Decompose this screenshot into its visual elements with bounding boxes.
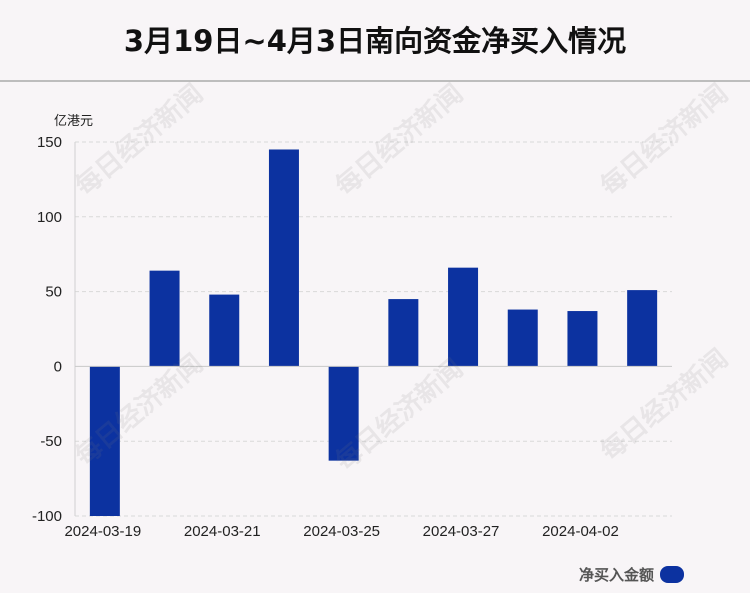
x-tick-label: 2024-03-21 [184,523,261,540]
bar [507,309,538,367]
y-tick-label: 100 [37,209,62,226]
y-tick-label: 150 [37,134,62,151]
chart-title: 3月19日~4月3日南向资金净买入情况 [123,24,627,58]
bar [627,290,658,367]
bar [209,294,240,367]
x-tick-label: 2024-03-19 [64,523,141,540]
y-tick-label: 50 [45,284,62,301]
x-tick-label: 2024-03-27 [423,523,500,540]
y-tick-label: -50 [40,433,62,450]
y-tick-label: 0 [54,358,62,375]
bar [328,366,359,461]
legend-label: 净买入金额 [578,566,654,584]
bar [388,299,419,367]
legend: 净买入金额 [579,564,684,585]
legend-swatch[interactable] [660,566,684,583]
y-axis-label: 亿港元 [54,114,93,129]
bar [448,267,479,367]
y-tick-label: -100 [32,508,62,525]
bar [149,270,180,367]
title-divider [0,80,750,82]
x-tick-label: 2024-04-02 [542,523,619,540]
x-tick-label: 2024-03-25 [303,523,380,540]
bar [268,149,299,367]
bar [567,311,598,367]
bar [89,366,120,516]
